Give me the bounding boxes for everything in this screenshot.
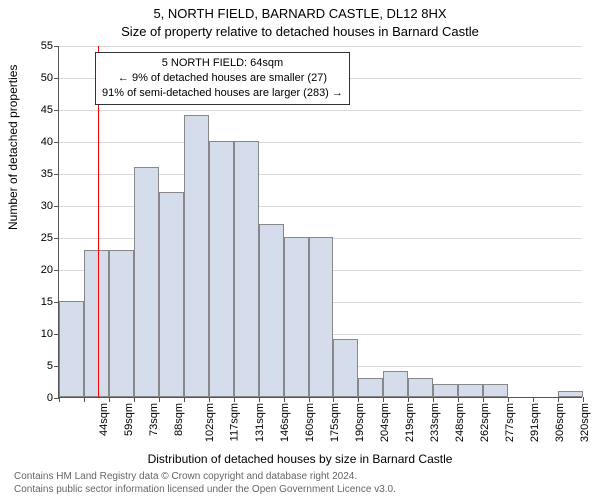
- xtick-mark: [583, 397, 584, 402]
- xtick-label: 190sqm: [354, 403, 366, 442]
- x-axis-label: Distribution of detached houses by size …: [0, 452, 600, 466]
- xtick-mark: [109, 397, 110, 402]
- xtick-mark: [234, 397, 235, 402]
- title-line-2: Size of property relative to detached ho…: [0, 24, 600, 39]
- histogram-bar: [234, 141, 259, 397]
- footer-line-2: Contains public sector information licen…: [14, 484, 396, 497]
- annotation-line-1: 5 NORTH FIELD: 64sqm: [102, 56, 343, 71]
- xtick-label: 291sqm: [529, 403, 541, 442]
- histogram-bar: [284, 237, 309, 397]
- histogram-bar: [59, 301, 84, 397]
- ytick-label: 25: [41, 232, 59, 244]
- histogram-bar: [134, 167, 159, 397]
- xtick-mark: [458, 397, 459, 402]
- footer-attribution: Contains HM Land Registry data © Crown c…: [14, 471, 396, 496]
- histogram-bar: [84, 250, 109, 397]
- histogram-plot: 051015202530354045505544sqm59sqm73sqm88s…: [58, 46, 582, 398]
- histogram-bar: [483, 384, 508, 397]
- histogram-bar: [309, 237, 334, 397]
- xtick-mark: [333, 397, 334, 402]
- xtick-label: 117sqm: [229, 403, 241, 441]
- xtick-label: 44sqm: [99, 403, 111, 436]
- ytick-label: 35: [41, 168, 59, 180]
- histogram-bar: [209, 141, 234, 397]
- xtick-mark: [383, 397, 384, 402]
- xtick-mark: [59, 397, 60, 402]
- xtick-label: 219sqm: [404, 403, 416, 442]
- xtick-label: 320sqm: [579, 403, 591, 442]
- ytick-label: 15: [41, 296, 59, 308]
- histogram-bar: [184, 115, 209, 397]
- histogram-bar: [458, 384, 483, 397]
- histogram-bar: [109, 250, 134, 397]
- annotation-line-2: ← 9% of detached houses are smaller (27): [102, 71, 343, 86]
- xtick-label: 306sqm: [554, 403, 566, 442]
- xtick-label: 146sqm: [279, 403, 291, 442]
- xtick-label: 277sqm: [504, 403, 516, 442]
- title-line-1: 5, NORTH FIELD, BARNARD CASTLE, DL12 8HX: [0, 6, 600, 21]
- xtick-label: 102sqm: [204, 403, 216, 442]
- histogram-bar: [558, 391, 583, 397]
- ytick-label: 45: [41, 104, 59, 116]
- xtick-mark: [358, 397, 359, 402]
- histogram-bar: [408, 378, 433, 397]
- histogram-bar: [383, 371, 408, 397]
- ytick-label: 5: [47, 360, 59, 372]
- xtick-mark: [209, 397, 210, 402]
- xtick-mark: [508, 397, 509, 402]
- xtick-mark: [533, 397, 534, 402]
- xtick-label: 262sqm: [479, 403, 491, 442]
- ytick-label: 55: [41, 40, 59, 52]
- xtick-mark: [184, 397, 185, 402]
- xtick-label: 131sqm: [254, 403, 266, 442]
- xtick-mark: [259, 397, 260, 402]
- xtick-label: 88sqm: [173, 403, 185, 436]
- gridline: [59, 110, 582, 111]
- xtick-label: 248sqm: [454, 403, 466, 442]
- xtick-label: 233sqm: [429, 403, 441, 442]
- footer-line-1: Contains HM Land Registry data © Crown c…: [14, 471, 396, 484]
- annotation-line-3: 91% of semi-detached houses are larger (…: [102, 86, 343, 101]
- xtick-mark: [309, 397, 310, 402]
- xtick-label: 73sqm: [148, 403, 160, 436]
- xtick-mark: [284, 397, 285, 402]
- xtick-label: 175sqm: [329, 403, 341, 442]
- xtick-label: 160sqm: [304, 403, 316, 442]
- ytick-label: 50: [41, 72, 59, 84]
- histogram-bar: [433, 384, 458, 397]
- histogram-bar: [358, 378, 383, 397]
- xtick-mark: [134, 397, 135, 402]
- y-axis-label: Number of detached properties: [6, 65, 20, 230]
- ytick-label: 30: [41, 200, 59, 212]
- ytick-label: 40: [41, 136, 59, 148]
- xtick-mark: [483, 397, 484, 402]
- gridline: [59, 46, 582, 47]
- xtick-mark: [159, 397, 160, 402]
- histogram-bar: [333, 339, 358, 397]
- histogram-bar: [259, 224, 284, 397]
- ytick-label: 0: [47, 392, 59, 404]
- xtick-label: 59sqm: [123, 403, 135, 436]
- ytick-label: 20: [41, 264, 59, 276]
- xtick-mark: [84, 397, 85, 402]
- xtick-mark: [433, 397, 434, 402]
- gridline: [59, 142, 582, 143]
- histogram-bar: [159, 192, 184, 397]
- xtick-label: 204sqm: [379, 403, 391, 442]
- ytick-label: 10: [41, 328, 59, 340]
- xtick-mark: [558, 397, 559, 402]
- annotation-box: 5 NORTH FIELD: 64sqm ← 9% of detached ho…: [95, 52, 350, 105]
- xtick-mark: [408, 397, 409, 402]
